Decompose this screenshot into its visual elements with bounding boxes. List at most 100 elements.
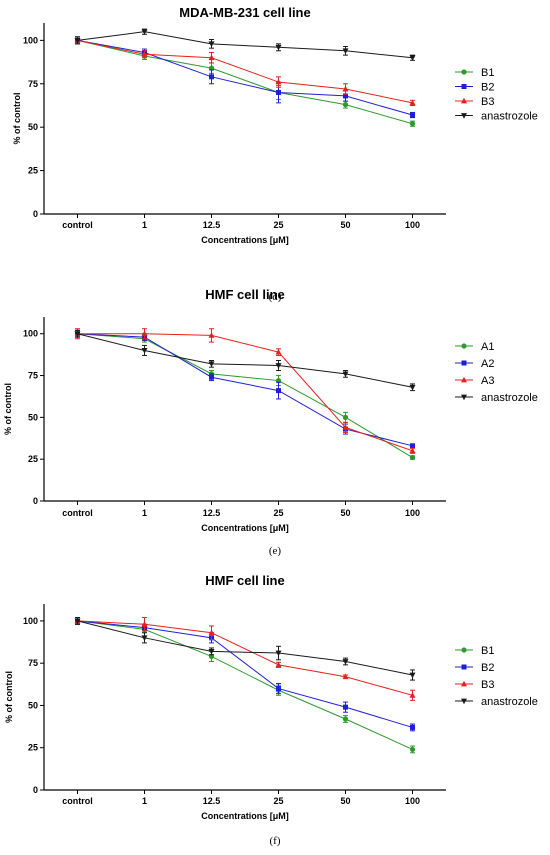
chart-title: HMF cell line <box>205 573 284 588</box>
series-line <box>77 333 413 447</box>
data-point <box>342 102 349 108</box>
data-point <box>141 330 148 337</box>
data-point <box>343 704 348 710</box>
x-tick-label: control <box>62 796 93 806</box>
data-point <box>275 44 282 51</box>
legend-marker <box>461 698 467 705</box>
data-point <box>342 424 349 430</box>
series-line <box>77 333 413 458</box>
chart-title: HMF cell line <box>205 287 284 302</box>
y-tick-label: 0 <box>33 785 38 795</box>
data-point <box>409 55 416 61</box>
data-point <box>409 692 416 698</box>
legend-label: B2 <box>481 82 494 94</box>
data-point <box>208 41 215 48</box>
y-tick-label: 75 <box>28 658 38 668</box>
panel-caption: (e) <box>269 545 282 557</box>
series-anastrozole <box>74 28 416 61</box>
data-point <box>409 746 416 753</box>
data-point <box>410 112 415 118</box>
y-tick-label: 100 <box>23 329 38 339</box>
x-tick-label: 50 <box>340 796 350 806</box>
chart-panel: HMF cell line 0 25 50 75 100 control 1 12.5 25 50 1… <box>4 573 538 847</box>
data-point <box>141 29 148 35</box>
series-line <box>77 333 413 388</box>
data-point <box>208 361 215 368</box>
data-point <box>275 650 282 657</box>
series-b3 <box>74 617 416 701</box>
x-tick-label: 100 <box>405 220 420 230</box>
legend-label: A1 <box>481 341 494 353</box>
series-line <box>77 620 413 728</box>
data-point <box>275 363 282 369</box>
data-point <box>209 374 214 380</box>
data-point <box>409 384 416 391</box>
y-tick-label: 50 <box>28 700 38 710</box>
legend-marker <box>461 97 467 104</box>
y-tick-label: 50 <box>28 122 38 132</box>
data-point <box>275 78 282 85</box>
legend-marker <box>461 113 467 119</box>
data-point <box>141 348 148 354</box>
legend-label: B3 <box>481 96 494 108</box>
legend-label: B1 <box>481 645 494 657</box>
y-axis-label: % of control <box>4 671 14 723</box>
legend-marker <box>461 69 467 75</box>
x-tick-label: 1 <box>142 796 147 806</box>
series-b3 <box>74 36 416 106</box>
data-point <box>208 629 215 636</box>
legend-label: A2 <box>481 358 494 370</box>
y-tick-label: 100 <box>23 35 38 45</box>
series-anastrozole <box>74 329 416 392</box>
x-tick-label: 100 <box>405 508 420 518</box>
x-tick-label: 12.5 <box>203 508 221 518</box>
data-point <box>342 716 349 722</box>
chart-title: MDA-MB-231 cell line <box>179 5 310 20</box>
series-line <box>77 333 413 452</box>
legend-label: B3 <box>481 679 494 691</box>
series-line <box>77 39 413 104</box>
legend-label: A3 <box>481 375 494 387</box>
series-line <box>77 620 413 676</box>
data-point <box>141 51 148 57</box>
data-point <box>409 121 416 127</box>
series-anastrozole <box>74 617 416 681</box>
y-tick-label: 25 <box>28 166 38 176</box>
y-axis-label: % of control <box>12 93 22 145</box>
legend-label: anastrozole <box>481 696 538 708</box>
data-point <box>342 371 349 378</box>
series-a1 <box>74 329 416 461</box>
data-point <box>410 443 415 449</box>
data-point <box>74 618 81 625</box>
series-b2 <box>75 617 415 732</box>
data-point <box>276 686 281 692</box>
chart-panel: HMF cell line 0 25 50 75 100 control 1 12.5 25 50 1… <box>3 287 538 557</box>
y-tick-label: 75 <box>28 79 38 89</box>
legend-marker <box>461 394 467 401</box>
data-point <box>343 93 348 99</box>
x-axis-label: Concentrations [μM] <box>201 811 289 821</box>
panel-caption: (f) <box>270 835 281 847</box>
data-point <box>141 635 148 642</box>
series-line <box>77 39 413 125</box>
x-tick-label: 1 <box>142 508 147 518</box>
data-point <box>209 74 214 80</box>
data-point <box>410 724 415 730</box>
x-axis-label: Concentrations [μM] <box>201 235 289 245</box>
y-tick-label: 100 <box>23 616 38 626</box>
x-tick-label: 25 <box>273 796 283 806</box>
series-line <box>77 31 413 59</box>
data-point <box>208 648 215 655</box>
data-point <box>342 48 349 54</box>
data-point <box>342 414 349 420</box>
x-tick-label: 50 <box>340 220 350 230</box>
y-tick-label: 25 <box>28 743 38 753</box>
series-b1 <box>74 617 416 754</box>
y-tick-label: 50 <box>28 412 38 422</box>
data-point <box>275 348 282 355</box>
legend-marker <box>461 84 467 89</box>
legend-marker <box>461 664 467 670</box>
data-point <box>409 454 416 461</box>
data-point <box>208 332 215 338</box>
